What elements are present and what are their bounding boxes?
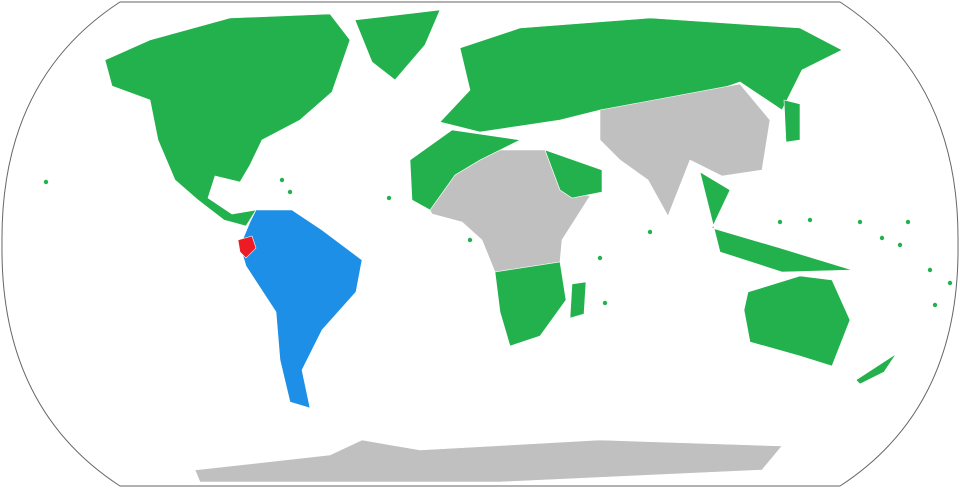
region-southern-africa [494, 261, 567, 347]
region-north-africa [409, 129, 521, 211]
island-marker [927, 267, 933, 273]
island-marker [467, 237, 473, 243]
region-southeast-asia [699, 171, 853, 273]
island-marker [947, 280, 953, 286]
island-marker [879, 235, 885, 241]
region-japan [783, 99, 801, 143]
island-marker [807, 217, 813, 223]
region-africa-central [429, 149, 591, 273]
island-marker [602, 300, 608, 306]
region-greenland [354, 9, 441, 81]
region-antarctica [194, 439, 783, 483]
region-ecuador [237, 235, 257, 259]
island-marker [777, 219, 783, 225]
island-marker [647, 229, 653, 235]
region-australia [743, 275, 851, 367]
island-marker [932, 302, 938, 308]
island-marker [386, 195, 392, 201]
region-east-south-asia [599, 83, 771, 217]
island-marker [857, 219, 863, 225]
island-marker [597, 255, 603, 261]
island-marker [279, 177, 285, 183]
region-north-america [104, 13, 351, 227]
region-arabia [544, 149, 603, 199]
island-marker [43, 179, 49, 185]
region-madagascar [569, 281, 587, 319]
island-marker [287, 189, 293, 195]
island-marker [897, 242, 903, 248]
region-new-zealand [855, 353, 897, 385]
island-marker [905, 219, 911, 225]
